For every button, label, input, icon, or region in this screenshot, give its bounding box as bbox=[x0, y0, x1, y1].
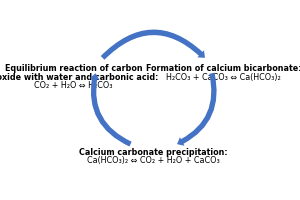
Text: dioxide with water and carbonic acid:: dioxide with water and carbonic acid: bbox=[0, 73, 159, 82]
FancyArrowPatch shape bbox=[90, 73, 132, 147]
Text: Equilibrium reaction of carbon: Equilibrium reaction of carbon bbox=[5, 64, 142, 73]
Text: CO₂ + H₂O ⇔ H₂CO₃: CO₂ + H₂O ⇔ H₂CO₃ bbox=[34, 81, 113, 90]
Text: Formation of calcium bicarbonate:: Formation of calcium bicarbonate: bbox=[146, 64, 300, 73]
Text: Calcium carbonate precipitation:: Calcium carbonate precipitation: bbox=[80, 148, 228, 157]
Text: H₂CO₃ + CaCO₃ ⇔ Ca(HCO₃)₂: H₂CO₃ + CaCO₃ ⇔ Ca(HCO₃)₂ bbox=[166, 73, 281, 82]
FancyArrowPatch shape bbox=[101, 30, 205, 60]
Text: Ca(HCO₃)₂ ⇔ CO₂ + H₂O + CaCO₃: Ca(HCO₃)₂ ⇔ CO₂ + H₂O + CaCO₃ bbox=[87, 156, 220, 165]
FancyArrowPatch shape bbox=[177, 73, 217, 146]
